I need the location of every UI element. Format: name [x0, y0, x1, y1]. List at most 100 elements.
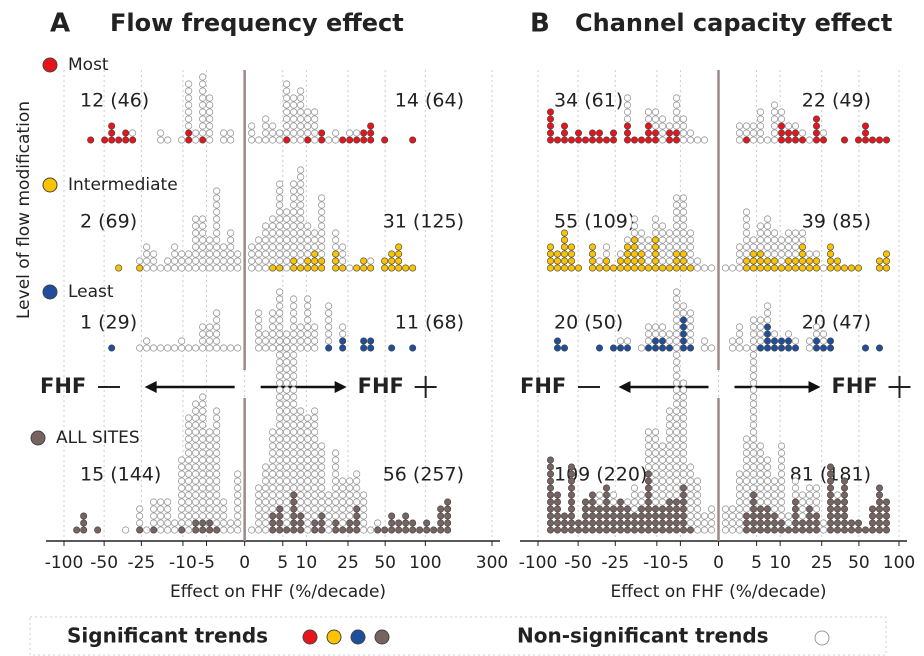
nonsignificant-dot — [686, 229, 695, 237]
x-tick-label: -100 — [45, 553, 84, 573]
nonsignificant-dot — [206, 435, 214, 443]
nonsignificant-dot — [374, 519, 382, 527]
nonsignificant-dot — [297, 498, 305, 506]
nonsignificant-dot — [220, 498, 228, 506]
nonsignificant-dot — [164, 505, 172, 513]
significant-dot — [686, 344, 694, 352]
nonsignificant-dot — [157, 526, 165, 534]
nonsignificant-dot — [269, 337, 277, 345]
significant-dot — [402, 264, 410, 272]
nonsignificant-dot — [150, 257, 158, 265]
nonsignificant-dot — [213, 215, 221, 223]
nonsignificant-dot — [290, 463, 298, 471]
nonsignificant-dot — [651, 498, 660, 506]
nonsignificant-dot — [304, 243, 312, 251]
nonsignificant-dot — [630, 215, 639, 223]
significant-dot — [353, 136, 361, 144]
nonsignificant-dot — [150, 512, 158, 520]
nonsignificant-dot — [644, 337, 653, 345]
significant-dot — [679, 519, 687, 527]
nonsignificant-dot — [665, 484, 674, 492]
significant-dot — [318, 264, 326, 272]
nonsignificant-dot — [276, 498, 284, 506]
nonsignificant-dot — [297, 505, 305, 513]
nonsignificant-dot — [227, 257, 235, 265]
x-tick-label: 10 — [769, 553, 791, 573]
significant-dot — [882, 264, 890, 272]
nonsignificant-dot — [672, 236, 681, 244]
significant-dot — [763, 330, 771, 338]
nonsignificant-dot — [686, 463, 695, 471]
significant-dot — [679, 498, 687, 506]
significant-dot — [679, 484, 687, 492]
nonsignificant-dot — [672, 442, 681, 450]
nonsignificant-dot — [297, 115, 305, 123]
nonsignificant-dot — [798, 491, 807, 499]
nonsignificant-dot — [318, 442, 326, 450]
nonsignificant-dot — [735, 526, 744, 534]
significant-dot — [679, 250, 687, 258]
significant-dot — [297, 526, 305, 534]
legend-marker — [42, 177, 58, 193]
nonsignificant-dot — [791, 236, 800, 244]
significant-dot — [826, 498, 834, 506]
nonsignificant-dot — [679, 414, 688, 422]
nonsignificant-dot — [812, 491, 821, 499]
nonsignificant-dot — [679, 421, 688, 429]
nonsignificant-dot — [276, 330, 284, 338]
significant-dot — [826, 250, 834, 258]
nonsignificant-dot — [276, 309, 284, 317]
nonsignificant-dot — [206, 505, 214, 513]
nonsignificant-dot — [248, 250, 256, 258]
nonsignificant-dot — [262, 477, 270, 485]
nonsignificant-dot — [749, 243, 758, 251]
nonsignificant-dot — [255, 243, 263, 251]
nonsignificant-dot — [735, 129, 744, 137]
significant-dot — [798, 526, 806, 534]
nonsignificant-dot — [213, 344, 221, 352]
nonsignificant-dot — [262, 222, 270, 230]
nonsignificant-dot — [276, 463, 284, 471]
significant-dot — [756, 257, 764, 265]
significant-dot — [812, 526, 820, 534]
nonsignificant-dot — [185, 94, 193, 102]
nonsignificant-dot — [651, 442, 660, 450]
nonsignificant-dot — [325, 526, 333, 534]
significant-dot — [332, 519, 340, 527]
nonsignificant-dot — [665, 243, 674, 251]
nonsignificant-dot — [283, 115, 291, 123]
nonsignificant-dot — [665, 456, 674, 464]
nonsignificant-dot — [304, 309, 312, 317]
nonsignificant-dot — [749, 456, 758, 464]
nonsignificant-dot — [353, 484, 361, 492]
nonsignificant-dot — [206, 337, 214, 345]
nonsignificant-dot — [192, 428, 200, 436]
nonsignificant-dot — [756, 229, 765, 237]
nonsignificant-dot — [213, 208, 221, 216]
nonsignificant-dot — [199, 257, 207, 265]
significant-dot — [367, 136, 375, 144]
significant-dot — [609, 129, 617, 137]
significant-dot — [395, 519, 403, 527]
x-tick-label: -100 — [519, 553, 558, 573]
nonsignificant-dot — [269, 257, 277, 265]
nonsignificant-dot — [283, 393, 291, 401]
significant-dot — [875, 257, 883, 265]
significant-dot — [339, 344, 347, 352]
nonsignificant-dot — [178, 257, 186, 265]
nonsignificant-dot — [199, 94, 207, 102]
nonsignificant-dot — [192, 264, 200, 272]
count-label: 14 (64) — [395, 90, 464, 112]
nonsignificant-dot — [339, 257, 347, 265]
nonsignificant-dot — [644, 463, 653, 471]
nonsignificant-dot — [658, 229, 667, 237]
nonsignificant-dot — [206, 323, 214, 331]
legend-marker — [42, 284, 58, 300]
nonsignificant-dot — [665, 122, 674, 130]
significant-dot — [644, 498, 652, 506]
significant-dot — [616, 505, 624, 513]
significant-dot — [367, 344, 375, 352]
nonsignificant-dot — [651, 229, 660, 237]
significant-dot — [609, 512, 617, 520]
nonsignificant-dot — [318, 208, 326, 216]
